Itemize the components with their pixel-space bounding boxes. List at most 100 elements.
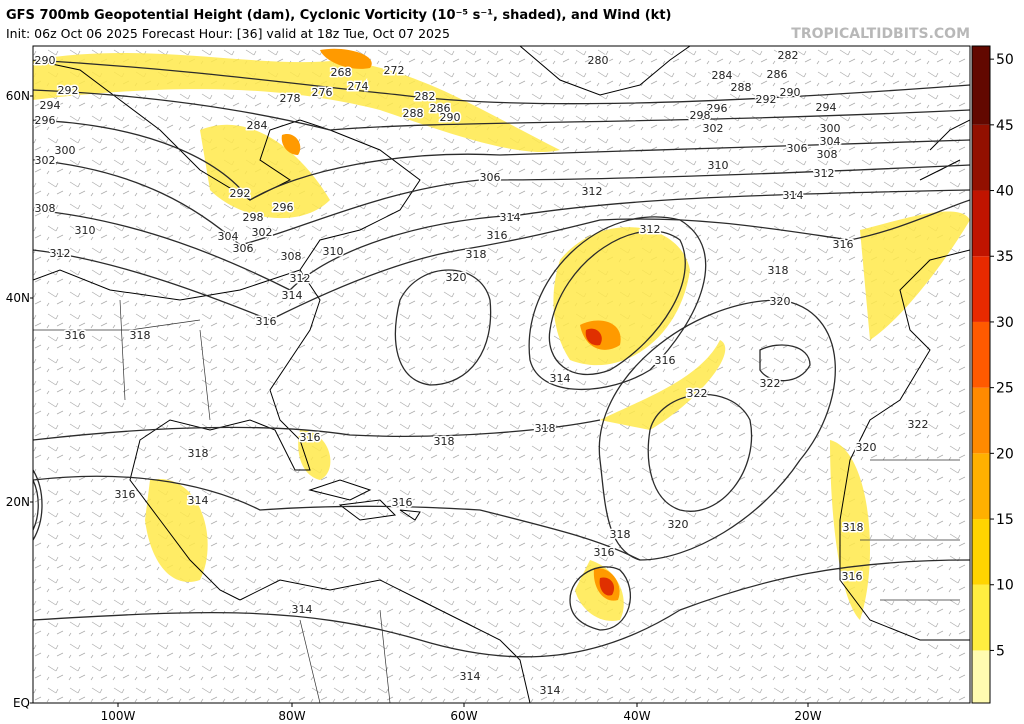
colorbar-frame <box>971 45 991 704</box>
colorbar-tick-label: 25 <box>996 381 1014 397</box>
colorbar-segment <box>972 256 990 322</box>
contour-label: 302 <box>252 226 273 239</box>
contour-label: 322 <box>760 377 781 390</box>
lon-label: 100W <box>101 709 136 723</box>
contour-label: 306 <box>787 142 808 155</box>
contour-label: 290 <box>35 54 56 67</box>
contour-label: 296 <box>707 102 728 115</box>
contour-label: 316 <box>842 570 863 583</box>
subtitle: Init: 06z Oct 06 2025 Forecast Hour: [36… <box>6 26 450 41</box>
contour-label: 314 <box>282 289 303 302</box>
colorbar-tick-label: 50 <box>996 52 1014 68</box>
contour-label: 312 <box>640 223 661 236</box>
colorbar-tick-label: 15 <box>996 512 1014 528</box>
colorbar-segment <box>972 321 990 388</box>
contour-label: 316 <box>655 354 676 367</box>
contour-label: 286 <box>767 68 788 81</box>
contour-label: 306 <box>480 171 501 184</box>
lat-label: 60N <box>6 89 30 103</box>
colorbar-segment <box>972 519 990 585</box>
contour-label: 314 <box>540 684 561 697</box>
colorbar-tick-label: 45 <box>996 118 1014 134</box>
colorbar-segment <box>972 46 990 125</box>
map <box>33 46 970 703</box>
contour-label: 318 <box>768 264 789 277</box>
contour-label: 310 <box>75 224 96 237</box>
colorbar-tick-label: 10 <box>996 578 1014 594</box>
colorbar-segment <box>972 650 990 703</box>
contour-label: 302 <box>703 122 724 135</box>
lon-label: 60W <box>450 709 477 723</box>
contour-label: 284 <box>247 119 268 132</box>
contour-label: 318 <box>843 521 864 534</box>
colorbar-tick-label: 30 <box>996 315 1014 331</box>
contour-label: 292 <box>756 93 777 106</box>
lat-label: EQ <box>13 696 30 710</box>
map-frame <box>32 45 971 704</box>
contour-label: 288 <box>403 107 424 120</box>
contour-label: 290 <box>780 86 801 99</box>
contour-label: 310 <box>323 245 344 258</box>
contour-label: 320 <box>668 518 689 531</box>
contour-label: 300 <box>55 144 76 157</box>
contour-label: 308 <box>281 250 302 263</box>
contour-label: 294 <box>816 101 837 114</box>
contour-label: 314 <box>460 670 481 683</box>
contour-label: 304 <box>218 230 239 243</box>
contour-label: 322 <box>908 418 929 431</box>
contour-label: 316 <box>300 431 321 444</box>
contour-label: 316 <box>833 238 854 251</box>
colorbar-segment <box>972 584 990 651</box>
contour-label: 298 <box>690 109 711 122</box>
contour-label: 322 <box>687 387 708 400</box>
contour-label: 300 <box>820 122 841 135</box>
contour-label: 286 <box>430 102 451 115</box>
colorbar-tick-label: 20 <box>996 446 1014 462</box>
contour-label: 314 <box>500 211 521 224</box>
contour-label: 276 <box>312 86 333 99</box>
contour-label: 288 <box>731 81 752 94</box>
contour-label: 312 <box>582 185 603 198</box>
colorbar-segment <box>972 190 990 257</box>
contour-label: 318 <box>434 435 455 448</box>
contour-label: 318 <box>535 422 556 435</box>
contour-label: 294 <box>40 99 61 112</box>
contour-label: 316 <box>65 329 86 342</box>
contour-label: 320 <box>770 295 791 308</box>
contour-label: 290 <box>440 111 461 124</box>
height-contours <box>33 59 970 658</box>
watermark: TROPICALTIDBITS.COM <box>791 26 970 42</box>
contour-label: 312 <box>290 272 311 285</box>
contour-label: 292 <box>230 187 251 200</box>
colorbar-segment <box>972 387 990 454</box>
lat-label: 40N <box>6 291 30 305</box>
contour-label: 316 <box>256 315 277 328</box>
contour-label: 302 <box>35 154 56 167</box>
contour-label: 318 <box>466 248 487 261</box>
contour-label: 318 <box>130 329 151 342</box>
vorticity-shading <box>33 48 970 621</box>
contour-label: 320 <box>856 441 877 454</box>
contour-label: 314 <box>783 189 804 202</box>
contour-label: 314 <box>292 603 313 616</box>
contour-label: 268 <box>331 66 352 79</box>
contour-label: 308 <box>35 202 56 215</box>
contour-label: 306 <box>233 242 254 255</box>
contour-label: 316 <box>594 546 615 559</box>
lon-label: 40W <box>623 709 650 723</box>
contour-label: 298 <box>243 211 264 224</box>
contour-label: 284 <box>712 69 733 82</box>
lon-label: 80W <box>278 709 305 723</box>
contour-label: 312 <box>50 247 71 260</box>
contour-label: 272 <box>384 64 405 77</box>
contour-label: 316 <box>392 496 413 509</box>
contour-label: 280 <box>588 54 609 67</box>
colorbar-segment <box>972 124 990 191</box>
contour-label: 318 <box>188 447 209 460</box>
colorbar-tick-label: 35 <box>996 249 1014 265</box>
contour-label: 274 <box>348 80 369 93</box>
lon-label: 20W <box>794 709 821 723</box>
contour-label: 308 <box>817 148 838 161</box>
contour-label: 278 <box>280 92 301 105</box>
